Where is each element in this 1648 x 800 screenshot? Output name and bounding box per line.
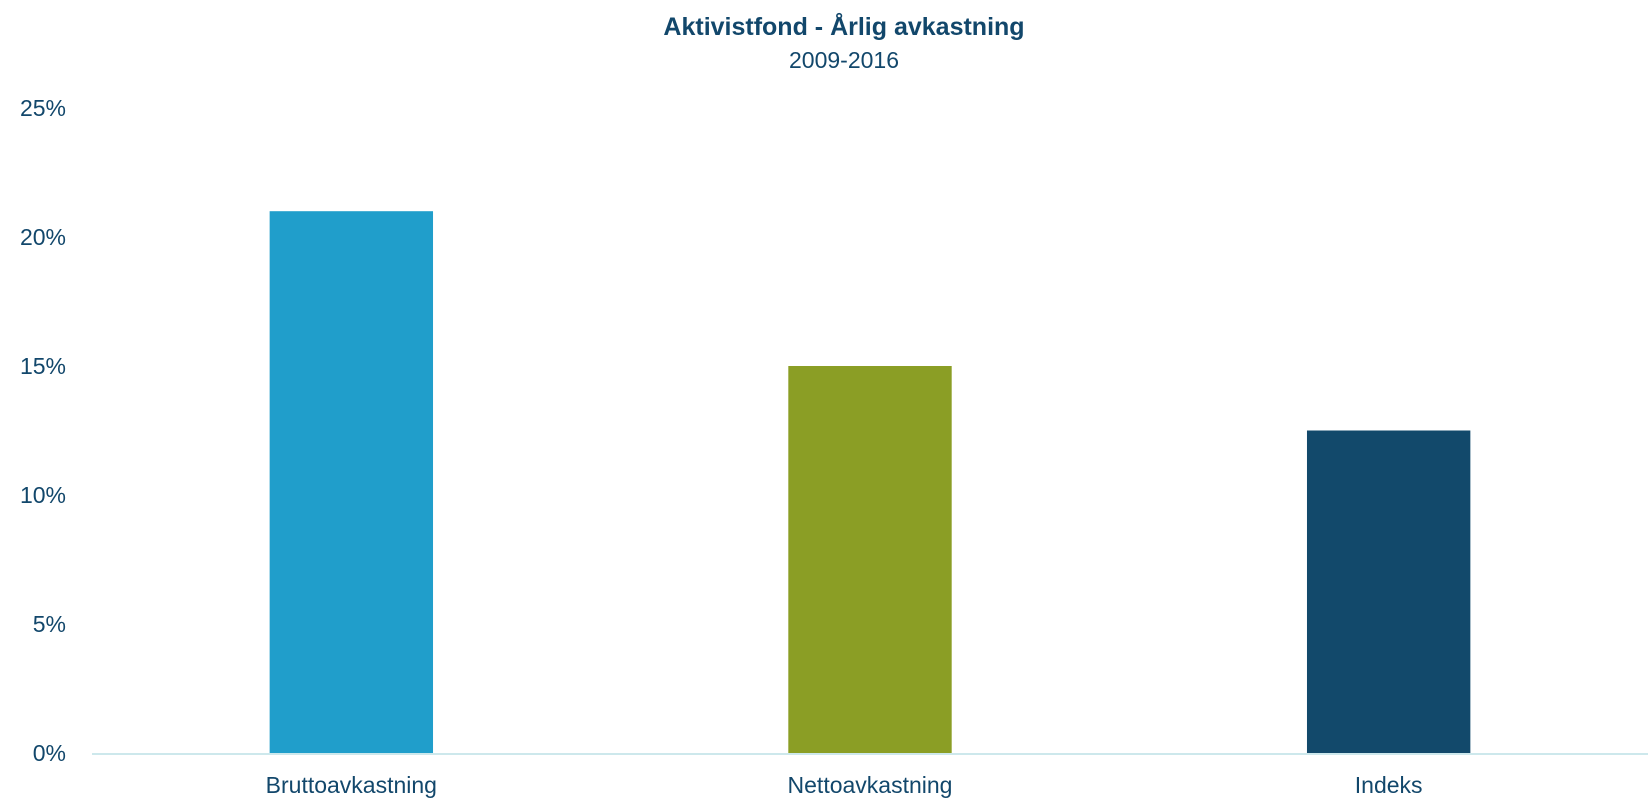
bar-indeks: [1306, 430, 1471, 753]
bar-nettoavkastning: [788, 366, 952, 753]
y-tick-label: 15%: [20, 353, 66, 379]
y-tick-label: 25%: [20, 95, 66, 121]
y-axis-ticks: 0% 5% 10% 15% 20% 25%: [20, 95, 66, 766]
y-tick-label: 0%: [33, 740, 66, 766]
y-tick-label: 5%: [33, 611, 66, 637]
chart-subtitle: 2009-2016: [789, 47, 899, 73]
bars-group: [269, 211, 1471, 753]
x-axis-ticks: Bruttoavkastning Nettoavkastning Indeks: [266, 772, 1423, 798]
x-tick-label: Nettoavkastning: [788, 772, 953, 798]
x-tick-label: Bruttoavkastning: [266, 772, 437, 798]
y-tick-label: 20%: [20, 224, 66, 250]
bar-bruttoavkastning: [269, 211, 434, 753]
x-tick-label: Indeks: [1355, 772, 1423, 798]
chart-title: Aktivistfond - Årlig avkastning: [663, 12, 1024, 41]
y-tick-label: 10%: [20, 482, 66, 508]
